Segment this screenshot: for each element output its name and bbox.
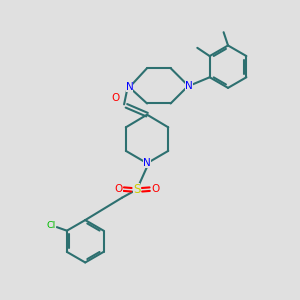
- Text: O: O: [151, 184, 159, 194]
- Text: S: S: [133, 183, 140, 196]
- Text: Cl: Cl: [47, 221, 56, 230]
- Text: N: N: [125, 82, 133, 92]
- Text: N: N: [185, 81, 193, 91]
- Text: O: O: [112, 93, 120, 103]
- Text: O: O: [114, 184, 123, 194]
- Text: N: N: [143, 158, 151, 168]
